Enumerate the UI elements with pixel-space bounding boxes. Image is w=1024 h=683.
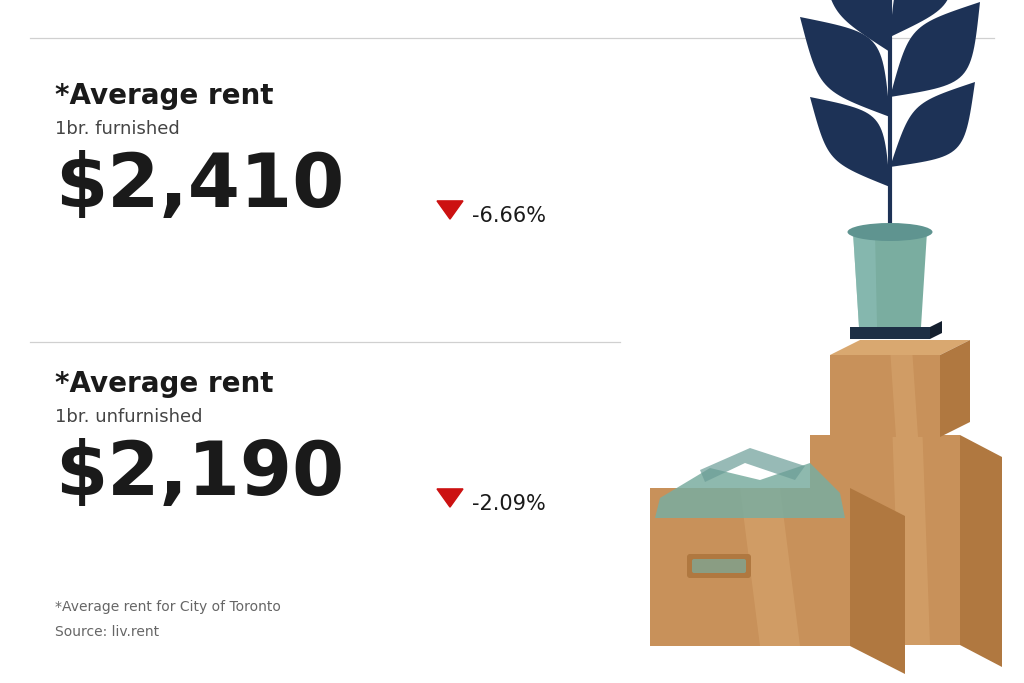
Polygon shape: [810, 435, 961, 645]
Text: 1br. furnished: 1br. furnished: [55, 120, 180, 138]
Text: *Average rent: *Average rent: [55, 82, 273, 110]
Polygon shape: [853, 232, 877, 327]
Polygon shape: [830, 355, 940, 437]
Polygon shape: [820, 0, 891, 52]
Polygon shape: [700, 448, 805, 482]
FancyBboxPatch shape: [692, 559, 746, 573]
Polygon shape: [800, 17, 890, 117]
FancyBboxPatch shape: [687, 554, 751, 578]
Polygon shape: [853, 232, 927, 327]
Text: -6.66%: -6.66%: [472, 206, 546, 226]
Text: *Average rent: *Average rent: [55, 370, 273, 398]
Polygon shape: [810, 97, 890, 187]
Polygon shape: [830, 340, 970, 355]
Text: -2.09%: -2.09%: [472, 494, 546, 514]
Polygon shape: [437, 201, 463, 219]
Polygon shape: [893, 435, 930, 645]
Polygon shape: [890, 82, 975, 167]
Text: 1br. unfurnished: 1br. unfurnished: [55, 408, 203, 426]
Polygon shape: [850, 327, 930, 339]
Polygon shape: [437, 489, 463, 507]
Ellipse shape: [848, 223, 933, 241]
Polygon shape: [891, 355, 918, 437]
Text: Source: liv.rent: Source: liv.rent: [55, 625, 159, 639]
Text: $2,190: $2,190: [55, 438, 344, 511]
Text: $2,410: $2,410: [55, 150, 344, 223]
Polygon shape: [961, 435, 1002, 667]
Polygon shape: [650, 488, 850, 646]
Polygon shape: [655, 463, 845, 518]
Polygon shape: [890, 0, 952, 37]
Text: *Average rent for City of Toronto: *Average rent for City of Toronto: [55, 600, 281, 614]
Polygon shape: [890, 2, 980, 97]
Polygon shape: [930, 321, 942, 339]
Polygon shape: [940, 340, 970, 437]
Polygon shape: [850, 488, 905, 674]
Polygon shape: [740, 488, 800, 646]
